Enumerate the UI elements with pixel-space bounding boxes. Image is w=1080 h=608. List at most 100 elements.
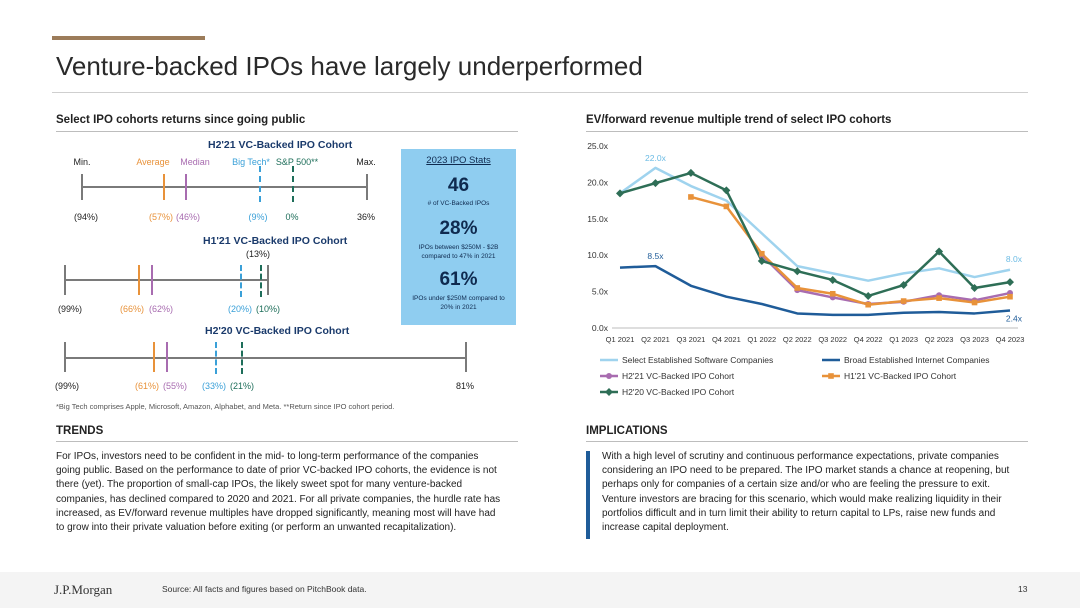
data-point xyxy=(688,194,694,200)
implications-heading: IMPLICATIONS xyxy=(586,425,668,437)
series-markers xyxy=(616,168,1014,308)
implications-accent-bar xyxy=(586,451,590,539)
legend-average: Average xyxy=(136,157,170,167)
min-cap xyxy=(64,342,66,372)
source-note: Source: All facts and figures based on P… xyxy=(162,584,367,594)
data-point xyxy=(971,299,978,306)
x-tick-label: Q3 2021 xyxy=(677,335,706,344)
legend-sp500: S&P 500** xyxy=(275,157,319,167)
trends-heading: TRENDS xyxy=(56,425,104,437)
value-max: (13%) xyxy=(245,249,271,259)
sp500-marker xyxy=(292,166,294,202)
value-average: (66%) xyxy=(119,304,145,314)
data-point xyxy=(793,267,802,276)
cohort-range-line xyxy=(64,279,268,281)
accent-bar xyxy=(52,36,205,40)
data-point xyxy=(865,301,871,308)
page-number: 13 xyxy=(1018,584,1028,594)
slide-title: Venture-backed IPOs have largely underpe… xyxy=(56,51,643,81)
average-marker xyxy=(153,342,155,372)
legend-label: H1'21 VC-Backed IPO Cohort xyxy=(844,371,957,381)
data-point xyxy=(899,281,908,290)
value-sp500: (10%) xyxy=(255,304,281,314)
big-tech-marker xyxy=(215,342,217,374)
x-tick-label: Q1 2022 xyxy=(747,335,776,344)
chart-heading-rule xyxy=(586,131,1028,132)
footnote: *Big Tech comprises Apple, Microsoft, Am… xyxy=(56,402,395,411)
value-min: (99%) xyxy=(54,381,80,391)
x-tick-label: Q1 2023 xyxy=(889,335,918,344)
y-axis: 0.0x 5.0x 10.0x 15.0x 20.0x 25.0x xyxy=(587,141,1018,333)
value-average: (61%) xyxy=(134,381,160,391)
data-label: 8.5x xyxy=(647,251,664,261)
stat-desc: IPOs under $250M compared to 20% in 2021 xyxy=(412,295,505,311)
cohort-title-h1-21: H1'21 VC-Backed IPO Cohort xyxy=(203,235,348,247)
series-lines xyxy=(619,166,1011,317)
data-point xyxy=(722,186,731,195)
chart-heading: EV/forward revenue multiple trend of sel… xyxy=(586,114,892,126)
legend-marker xyxy=(606,373,612,379)
stat-value: 46 xyxy=(447,175,470,196)
cohorts-heading: Select IPO cohorts returns since going p… xyxy=(56,114,306,126)
legend-label: Broad Established Internet Companies xyxy=(844,355,990,365)
data-point xyxy=(651,179,660,188)
x-tick-label: Q3 2023 xyxy=(960,335,989,344)
legend-label: Select Established Software Companies xyxy=(622,355,773,365)
value-sp500: (21%) xyxy=(229,381,255,391)
title-divider xyxy=(52,92,1028,93)
y-tick-label: 20.0x xyxy=(587,177,609,187)
jpmorgan-logo: J.P.Morgan xyxy=(54,582,113,597)
data-point xyxy=(970,283,979,292)
legend-min: Min. xyxy=(73,157,91,167)
data-point xyxy=(1007,293,1013,300)
y-tick-label: 5.0x xyxy=(592,287,609,297)
data-point xyxy=(936,295,942,301)
data-point xyxy=(900,298,907,304)
legend-label: H2'21 VC-Backed IPO Cohort xyxy=(622,371,735,381)
value-median: (46%) xyxy=(175,212,201,222)
max-cap xyxy=(267,265,269,295)
series-line xyxy=(690,195,1011,306)
trends-text: For IPOs, investors need to be confident… xyxy=(56,451,501,534)
stat-value: 28% xyxy=(439,218,478,239)
stat-value: 61% xyxy=(439,269,478,290)
legend-marker xyxy=(828,373,834,379)
value-average: (57%) xyxy=(148,212,174,222)
data-labels: 22.0x 8.5x 8.0x 2.4x xyxy=(645,153,1023,324)
data-point xyxy=(829,290,836,297)
sp500-marker xyxy=(260,265,262,297)
stat-desc: # of VC-Backed IPOs xyxy=(427,200,490,207)
value-min: (99%) xyxy=(57,304,83,314)
stat-desc: IPOs between $250M - $2B compared to 47%… xyxy=(418,244,499,260)
median-marker xyxy=(151,265,153,295)
legend-label: H2'20 VC-Backed IPO Cohort xyxy=(622,387,735,397)
legend-median: Median xyxy=(180,157,210,167)
stats-title: 2023 IPO Stats xyxy=(426,155,491,166)
chart-legend: Select Established Software Companies Bro… xyxy=(600,355,990,397)
x-tick-label: Q4 2022 xyxy=(854,335,883,344)
x-tick-label: Q2 2023 xyxy=(925,335,954,344)
data-point xyxy=(864,291,873,300)
value-big-tech: (20%) xyxy=(227,304,253,314)
series-line xyxy=(619,264,1011,317)
y-tick-label: 25.0x xyxy=(587,141,609,151)
data-point xyxy=(935,247,944,256)
series-line xyxy=(619,166,1011,282)
value-sp500: 0% xyxy=(285,212,299,222)
cohort-range-line xyxy=(81,186,367,188)
data-label: 2.4x xyxy=(1006,314,1023,324)
data-point xyxy=(828,275,837,284)
x-tick-label: Q2 2022 xyxy=(783,335,812,344)
data-point xyxy=(757,257,766,266)
x-tick-label: Q4 2021 xyxy=(712,335,741,344)
value-median: (62%) xyxy=(148,304,174,314)
legend-max: Max. xyxy=(356,157,376,167)
value-big-tech: (33%) xyxy=(201,381,227,391)
x-axis: Q1 2021 Q2 2021 Q3 2021 Q4 2021 Q1 2022 Q2 20… xyxy=(606,335,1025,344)
data-point xyxy=(686,168,695,177)
implications-text: With a high level of scrutiny and contin… xyxy=(602,451,1010,534)
ipo-stats-box: 2023 IPO Stats 46 # of VC-Backed IPOs 28… xyxy=(401,149,516,325)
min-cap xyxy=(81,174,83,200)
data-label: 22.0x xyxy=(645,153,667,163)
legend-big-tech: Big Tech* xyxy=(232,157,270,167)
